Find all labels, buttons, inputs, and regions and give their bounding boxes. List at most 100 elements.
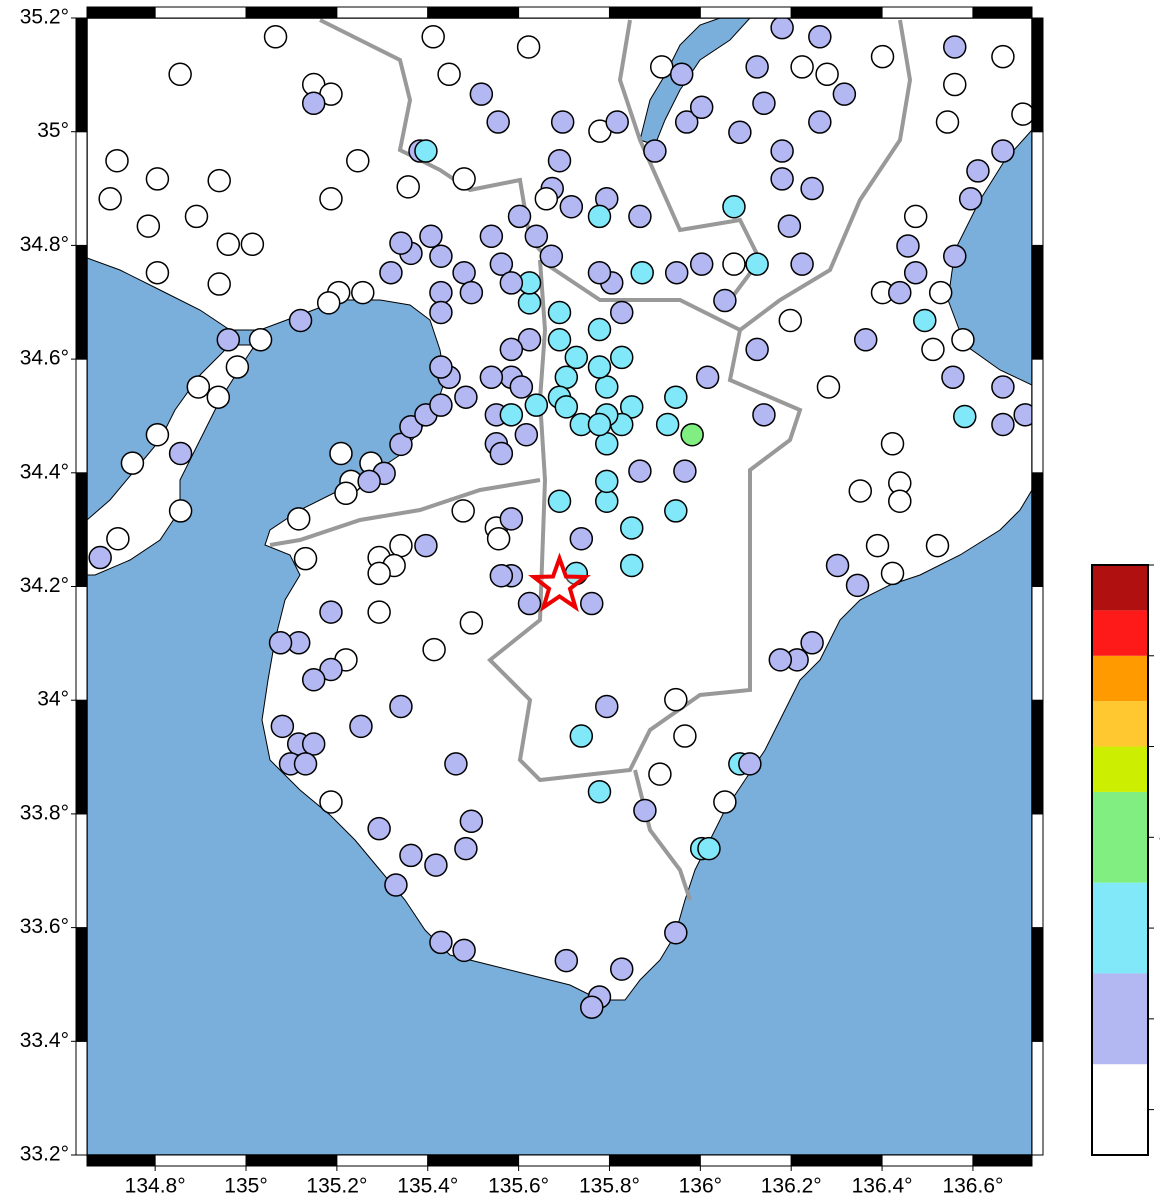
station: [88, 545, 112, 570]
frame-bar: [75, 358, 88, 474]
x-tick-label: 134.8°: [125, 1175, 186, 1198]
station: [547, 148, 572, 173]
station: [459, 611, 484, 635]
station: [168, 62, 192, 87]
station: [865, 533, 890, 558]
station: [745, 252, 769, 276]
station: [808, 25, 832, 49]
station: [489, 563, 514, 588]
station: [286, 507, 311, 531]
station: [389, 231, 413, 255]
frame-bar: [427, 1154, 520, 1167]
station: [713, 790, 737, 814]
epicenter: [528, 552, 591, 612]
station: [346, 148, 370, 173]
station: [499, 337, 524, 362]
frame-bar: [245, 6, 338, 19]
station: [216, 232, 241, 257]
station: [489, 441, 514, 466]
station: [454, 385, 478, 409]
station: [459, 809, 484, 834]
station: [888, 280, 912, 305]
station: [595, 469, 619, 494]
station: [319, 187, 343, 211]
colorbar-segment: [1092, 746, 1148, 792]
station: [207, 272, 231, 296]
station: [595, 375, 619, 399]
station: [664, 920, 688, 945]
station: [1013, 403, 1032, 427]
station: [649, 55, 674, 79]
station: [534, 187, 559, 211]
station: [539, 244, 564, 268]
station: [459, 280, 484, 305]
station: [437, 62, 461, 87]
station: [263, 25, 288, 49]
colorbar-segment: [1092, 882, 1148, 974]
station: [499, 271, 524, 295]
station: [770, 139, 794, 163]
station: [499, 507, 524, 531]
frame-bar: [699, 1154, 792, 1167]
frame-bar: [699, 6, 792, 19]
station: [396, 175, 420, 199]
station: [514, 422, 539, 447]
station: [903, 204, 928, 229]
station: [943, 35, 967, 59]
station: [379, 260, 403, 285]
axes: 134.8° 135° 135.2° 135.4° 135.6° 135.8° 136° 13…: [20, 6, 1004, 1198]
station: [609, 300, 634, 325]
station: [664, 385, 688, 409]
station: [554, 395, 579, 419]
frame-bar: [154, 6, 247, 19]
station: [790, 55, 814, 79]
frame-bar: [75, 1040, 88, 1156]
x-tick-label: 135.4°: [397, 1175, 458, 1198]
station: [888, 489, 912, 513]
station: [921, 337, 945, 362]
station: [728, 120, 752, 145]
station: [713, 288, 737, 313]
frame-bar: [75, 472, 88, 587]
frame-bar: [972, 1154, 1033, 1167]
station: [966, 159, 990, 183]
station: [216, 328, 241, 352]
station: [479, 365, 504, 390]
station: [664, 687, 688, 712]
y-tick-label: 34.4°: [20, 460, 69, 483]
station: [367, 561, 391, 586]
station: [319, 600, 343, 624]
colorbar-segment: [1092, 701, 1148, 747]
station: [745, 55, 769, 79]
y-tick-label: 33.2°: [20, 1143, 69, 1166]
station: [722, 194, 746, 219]
frame-bar: [75, 17, 88, 133]
station: [609, 957, 634, 981]
stations: [88, 18, 1032, 1019]
station: [880, 561, 905, 586]
station: [429, 930, 453, 955]
station: [991, 375, 1015, 399]
station: [935, 110, 960, 134]
station: [136, 214, 161, 238]
station: [414, 533, 438, 558]
station: [559, 194, 584, 219]
station: [399, 843, 423, 868]
station: [98, 187, 122, 211]
frame-bar: [75, 586, 88, 701]
station: [429, 300, 453, 325]
y-tick-label: 33.4°: [20, 1029, 69, 1052]
frame-bar: [1031, 358, 1044, 474]
station: [351, 280, 375, 305]
station: [334, 481, 358, 506]
frame-bar: [790, 1154, 883, 1167]
frame-bar: [86, 1154, 156, 1167]
station: [619, 516, 644, 540]
station: [145, 260, 170, 285]
station: [422, 637, 446, 662]
station: [357, 469, 381, 494]
y-tick-label: 35.2°: [20, 6, 69, 29]
station: [509, 375, 534, 399]
station: [768, 648, 793, 672]
station: [695, 365, 720, 390]
